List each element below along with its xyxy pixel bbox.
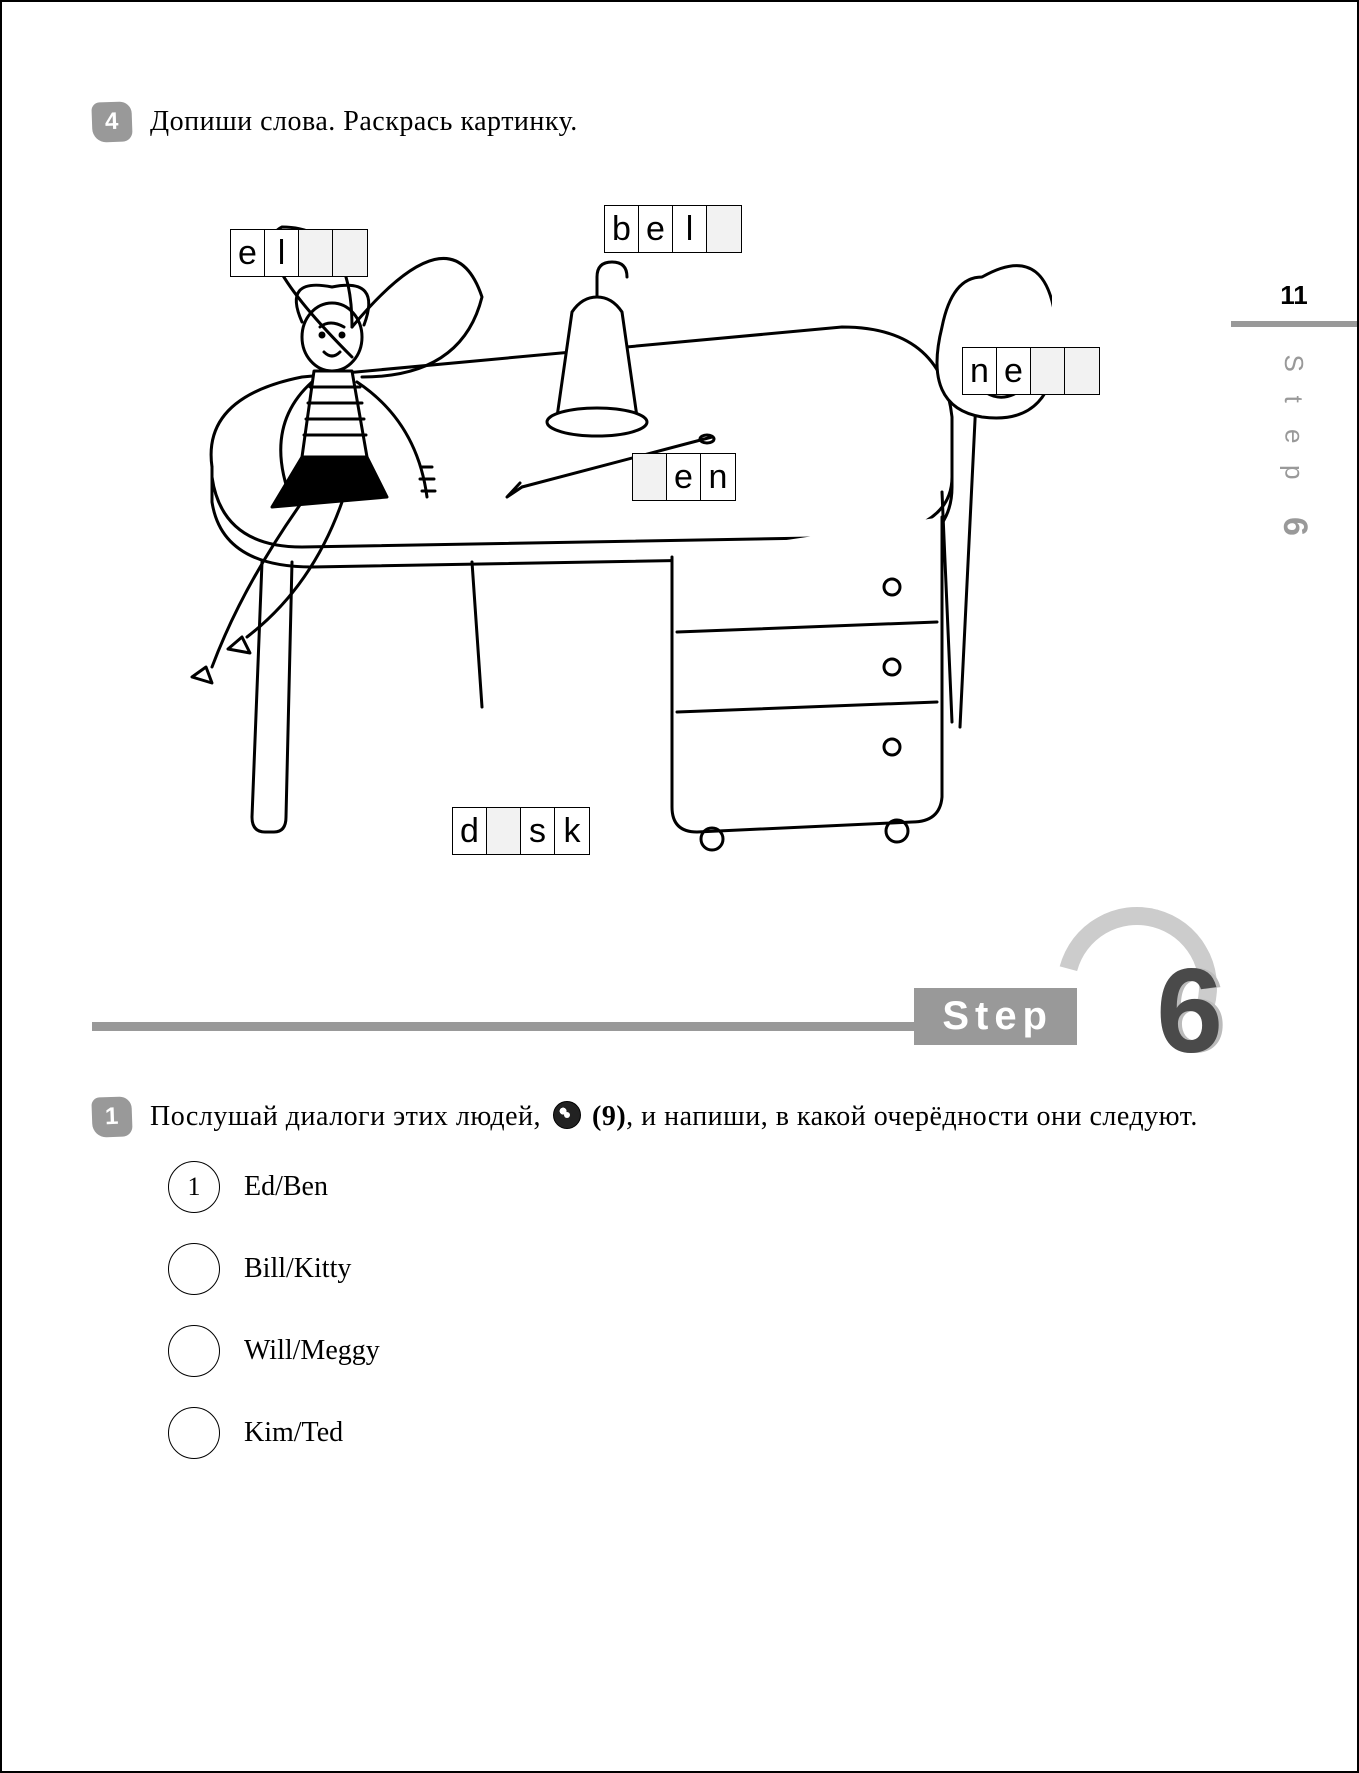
option-row: Kim/Ted <box>168 1407 1267 1459</box>
exercise-1: 1 Послушай диалоги этих людей, (9), и на… <box>92 1097 1267 1138</box>
wordbox-ne[interactable]: ne <box>962 347 1100 395</box>
side-tab: 11 S t e p 6 <box>1231 280 1357 548</box>
option-row: Will/Meggy <box>168 1325 1267 1377</box>
exercise-1-options: 1 Ed/Ben Bill/Kitty Will/Meggy Kim/Ted <box>168 1161 1267 1459</box>
option-circle[interactable] <box>168 1407 220 1459</box>
option-label: Bill/Kitty <box>244 1253 351 1285</box>
cd-icon <box>553 1101 581 1129</box>
side-step-label: S t e p 6 <box>1231 347 1357 548</box>
ex1-text-before: Послушай диалоги этих людей, <box>150 1101 541 1132</box>
option-label: Ed/Ben <box>244 1171 328 1203</box>
wordbox-dsk[interactable]: dsk <box>452 807 590 855</box>
side-step-number: 6 <box>1274 517 1313 540</box>
side-bar <box>1231 321 1357 327</box>
step-number: 6 <box>1156 951 1223 1071</box>
option-circle[interactable] <box>168 1325 220 1377</box>
exercise-4-picture: el bel ne en dsk <box>152 167 1052 887</box>
exercise-1-instruction: Послушай диалоги этих людей, (9), и напи… <box>150 1097 1267 1138</box>
exercise-4-instruction: Допиши слова. Раскрась картинку. <box>150 102 1267 143</box>
ex1-track: (9) <box>592 1101 626 1132</box>
exercise-4: 4 Допиши слова. Раскрась картинку. <box>92 102 1267 143</box>
step-header: Step 6 <box>92 917 1267 1067</box>
step-label: Step <box>914 988 1077 1045</box>
ex1-text-after: , и напиши, в какой очерёдности они след… <box>626 1101 1198 1132</box>
page-number: 11 <box>1231 280 1357 311</box>
option-label: Kim/Ted <box>244 1417 343 1449</box>
wordbox-en[interactable]: en <box>632 453 736 501</box>
wordbox-bel[interactable]: bel <box>604 205 742 253</box>
option-circle[interactable] <box>168 1243 220 1295</box>
option-label: Will/Meggy <box>244 1335 380 1367</box>
option-row: Bill/Kitty <box>168 1243 1267 1295</box>
option-circle[interactable]: 1 <box>168 1161 220 1213</box>
wordbox-el[interactable]: el <box>230 229 368 277</box>
option-row: 1 Ed/Ben <box>168 1161 1267 1213</box>
exercise-1-badge: 1 <box>91 1096 132 1137</box>
exercise-4-badge: 4 <box>91 101 132 142</box>
